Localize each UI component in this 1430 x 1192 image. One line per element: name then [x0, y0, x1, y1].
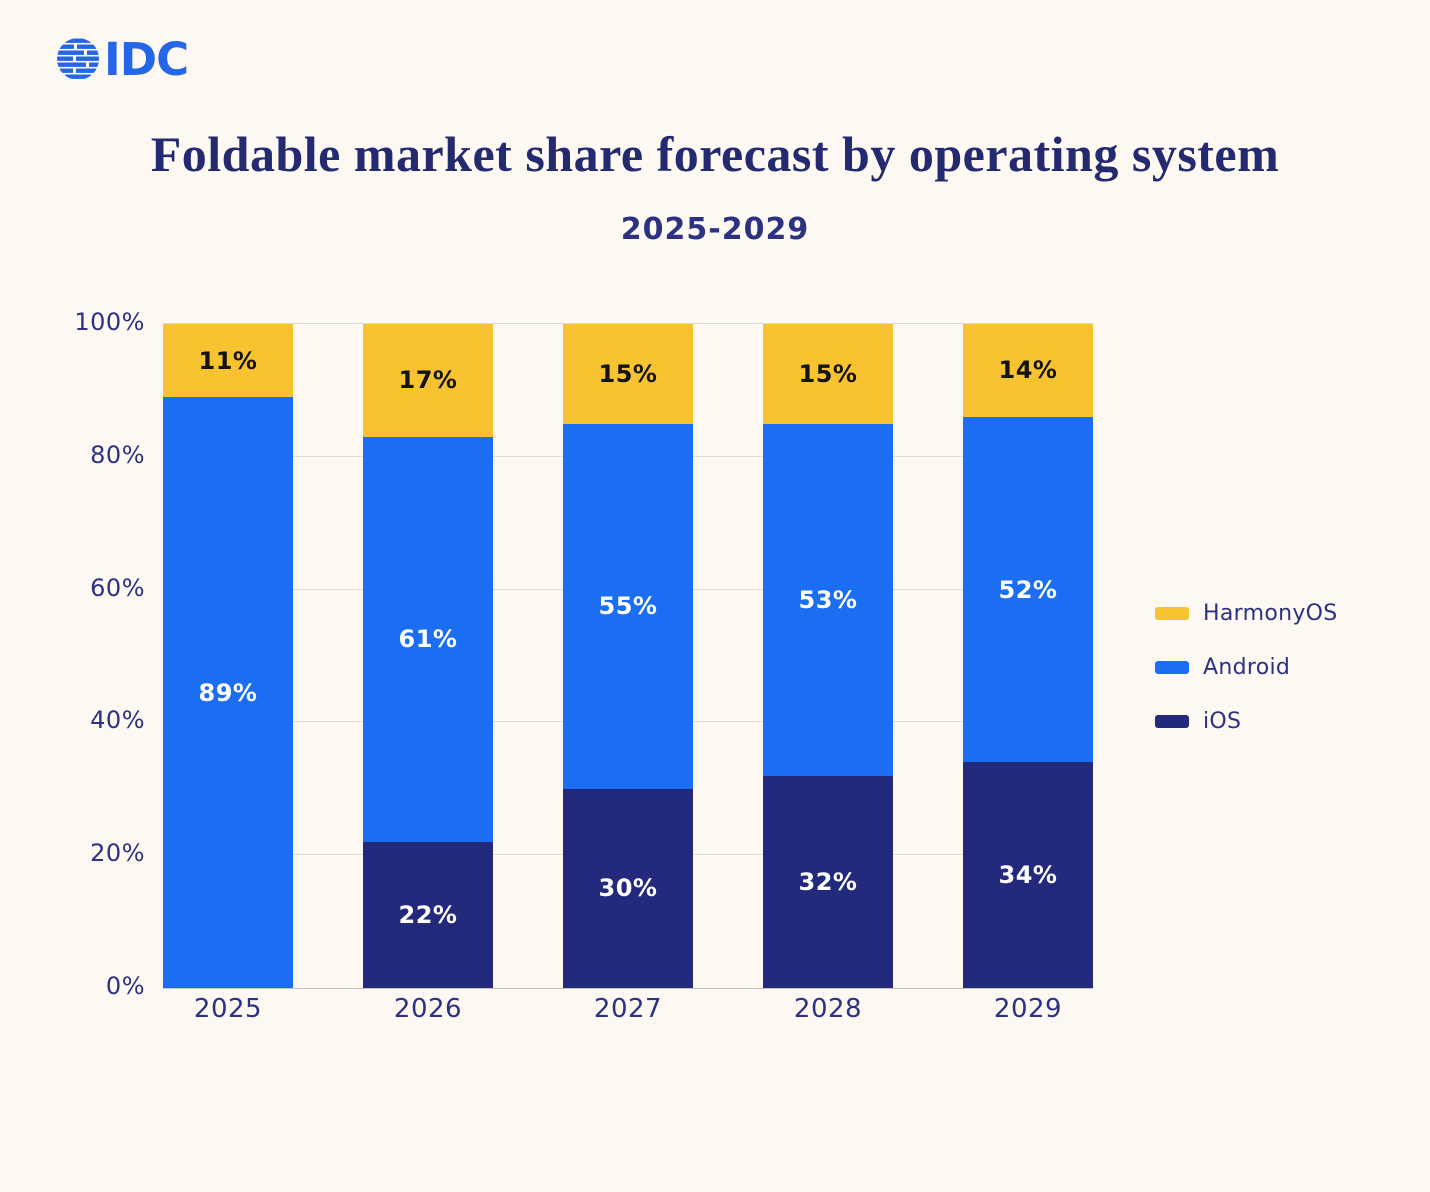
- legend-swatch-ios: [1155, 714, 1189, 728]
- legend: HarmonyOS Android iOS: [1155, 586, 1338, 748]
- bar-segment-harmonyos-2027: 15%: [563, 324, 693, 424]
- bar-value-label: 55%: [598, 592, 658, 621]
- legend-swatch-android: [1155, 660, 1189, 674]
- bar-2028: 15% 53% 32%: [763, 324, 893, 988]
- y-tick-label-80: 80%: [90, 440, 145, 469]
- x-axis-label-2027: 2027: [593, 994, 663, 1024]
- bar-value-label: 22%: [398, 900, 458, 929]
- legend-label: iOS: [1203, 708, 1242, 734]
- bar-2027: 15% 55% 30%: [563, 324, 693, 988]
- idc-logo: IDC: [55, 33, 195, 86]
- idc-logo-svg: IDC: [57, 33, 189, 86]
- bar-segment-android-2028: 53%: [763, 423, 893, 776]
- bar-2025: 11% 89%: [163, 324, 293, 988]
- y-axis: 0% 20% 40% 60% 80% 100%: [0, 308, 145, 1000]
- bar-value-label: 32%: [798, 867, 858, 896]
- plot-area: 11% 89% 17% 61% 22% 15% 55% 30% 15% 53% 32% 14% 52% 3…: [163, 323, 1093, 989]
- bar-segment-ios-2029: 34%: [963, 762, 1093, 988]
- bar-segment-harmonyos-2025: 11%: [163, 324, 293, 398]
- bar-value-label: 89%: [198, 678, 258, 707]
- gridline-0: [163, 988, 1093, 989]
- bar-segment-android-2025: 89%: [163, 397, 293, 988]
- bar-value-label: 15%: [598, 359, 658, 388]
- legend-item-ios: iOS: [1155, 694, 1338, 748]
- legend-label: Android: [1203, 654, 1291, 680]
- bar-segment-harmonyos-2026: 17%: [363, 324, 493, 437]
- idc-wordmark: IDC: [104, 34, 188, 84]
- x-axis-label-2028: 2028: [793, 994, 863, 1024]
- bar-value-label: 34%: [998, 861, 1058, 890]
- bar-segment-android-2026: 61%: [363, 436, 493, 842]
- legend-swatch-harmonyos: [1155, 606, 1189, 620]
- bar-value-label: 30%: [598, 874, 658, 903]
- x-axis: 2025 2026 2027 2028 2029: [163, 994, 1093, 1034]
- x-axis-label-2026: 2026: [393, 994, 463, 1024]
- gridline-100: [163, 323, 1093, 324]
- legend-item-android: Android: [1155, 640, 1338, 694]
- y-tick-label-100: 100%: [74, 308, 145, 336]
- bar-value-label: 14%: [998, 356, 1058, 385]
- chart-title: Foldable market share forecast by operat…: [150, 126, 1280, 182]
- bar-2029: 14% 52% 34%: [963, 324, 1093, 988]
- idc-globe-icon: [57, 38, 99, 79]
- bar-segment-ios-2028: 32%: [763, 775, 893, 988]
- bar-value-label: 15%: [798, 359, 858, 388]
- bar-2026: 17% 61% 22%: [363, 324, 493, 988]
- bar-segment-ios-2026: 22%: [363, 841, 493, 988]
- bar-value-label: 52%: [998, 575, 1058, 604]
- bar-value-label: 11%: [198, 346, 258, 375]
- bar-segment-harmonyos-2028: 15%: [763, 324, 893, 424]
- x-axis-label-2029: 2029: [993, 994, 1063, 1024]
- bar-segment-android-2027: 55%: [563, 423, 693, 789]
- y-tick-label-40: 40%: [90, 706, 145, 735]
- bar-value-label: 53%: [798, 585, 858, 614]
- legend-label: HarmonyOS: [1203, 600, 1338, 626]
- bar-segment-harmonyos-2029: 14%: [963, 324, 1093, 417]
- legend-item-harmonyos: HarmonyOS: [1155, 586, 1338, 640]
- bar-segment-android-2029: 52%: [963, 416, 1093, 763]
- y-tick-label-0: 0%: [105, 972, 145, 1000]
- y-tick-label-60: 60%: [90, 573, 145, 602]
- bar-segment-ios-2027: 30%: [563, 788, 693, 988]
- chart-subtitle: 2025-2029: [620, 212, 810, 247]
- bar-value-label: 17%: [398, 366, 458, 395]
- y-tick-label-20: 20%: [90, 839, 145, 868]
- bar-value-label: 61%: [398, 625, 458, 654]
- x-axis-label-2025: 2025: [193, 994, 263, 1024]
